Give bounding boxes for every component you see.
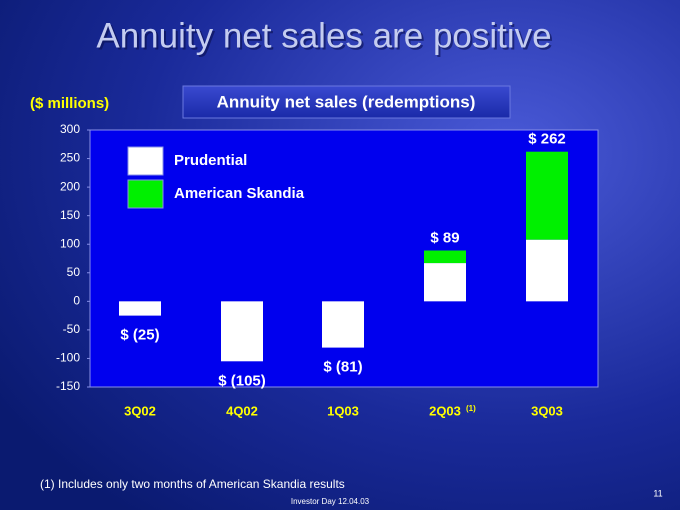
y-tick-label: -100 xyxy=(56,351,80,365)
legend-label: Prudential xyxy=(174,152,247,169)
legend-swatch xyxy=(127,179,164,209)
plot-area xyxy=(89,129,599,388)
page-number: 11 xyxy=(653,488,662,498)
x-tick-label: 1Q03 xyxy=(327,403,359,418)
legend-swatch xyxy=(127,146,164,176)
x-tick-label: 4Q02 xyxy=(226,403,258,418)
bar-segment xyxy=(221,301,263,362)
total-label: $ 89 xyxy=(430,229,459,246)
x-tick-label: 3Q03 xyxy=(531,403,563,418)
legend-label: American Skandia xyxy=(174,185,305,202)
bar-segment xyxy=(526,239,568,302)
footnote: (1) Includes only two months of American… xyxy=(40,477,345,491)
bar-segment xyxy=(424,250,466,264)
bar-segment xyxy=(526,151,568,240)
y-tick-label: 0 xyxy=(73,294,80,308)
bar-segment xyxy=(424,263,466,302)
y-tick-label: 150 xyxy=(60,208,80,222)
total-label: $ (105) xyxy=(218,372,266,389)
total-label: $ (25) xyxy=(120,327,159,344)
y-tick-label: 300 xyxy=(60,122,80,136)
x-tick-label: 2Q03 xyxy=(429,403,461,418)
bar-segment xyxy=(322,301,364,348)
chart-title-box xyxy=(182,85,511,119)
y-tick-label: -50 xyxy=(63,322,81,336)
bar-segment xyxy=(119,301,161,316)
y-axis-label: ($ millions) xyxy=(30,95,109,112)
slide-title-shadow: Annuity net sales are positive xyxy=(98,18,553,57)
y-tick-label: 50 xyxy=(67,265,81,279)
chart: -150 -100 -50 0 50 100 150 200 250 300 3Q02 $ (25) 4… xyxy=(56,122,568,418)
footer: Investor Day 12.04.03 xyxy=(291,497,370,506)
x-tick-label: 3Q02 xyxy=(124,403,156,418)
total-label: $ 262 xyxy=(528,131,566,148)
y-tick-label: 250 xyxy=(60,151,80,165)
y-tick-label: 200 xyxy=(60,179,80,193)
total-label: $ (81) xyxy=(323,359,362,376)
slide-title: Annuity net sales are positive xyxy=(96,16,551,55)
x-tick-note: (1) xyxy=(466,404,476,413)
y-tick-label: -150 xyxy=(56,379,80,393)
chart-title: Annuity net sales (redemptions) xyxy=(217,92,476,111)
y-tick-label: 100 xyxy=(60,236,80,250)
